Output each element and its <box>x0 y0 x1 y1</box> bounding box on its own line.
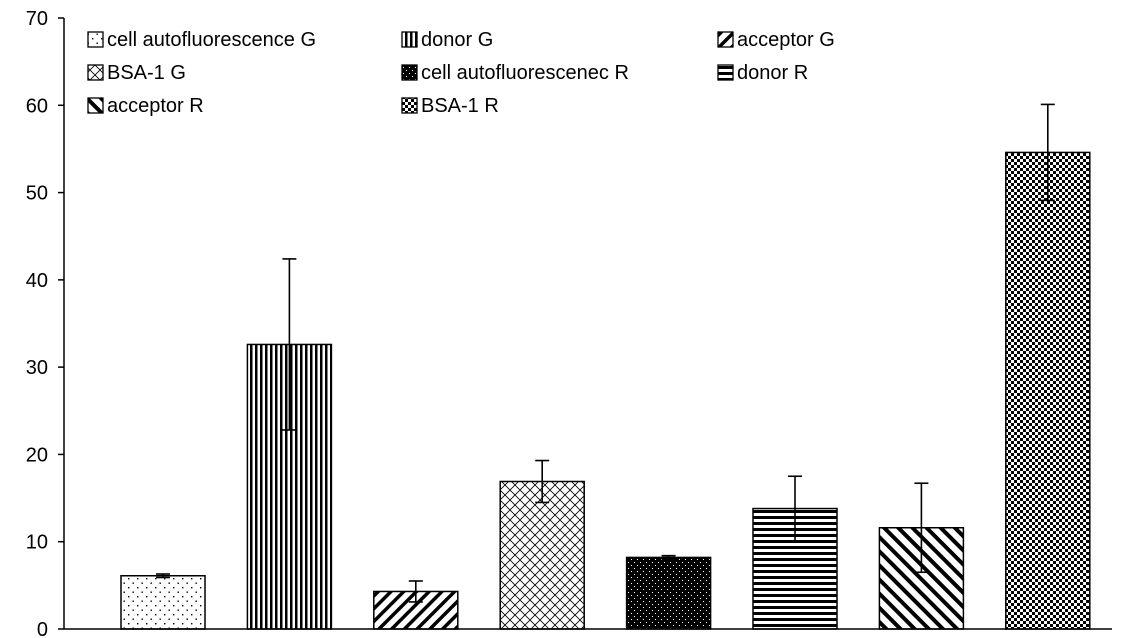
legend-swatch <box>401 64 418 81</box>
legend-label: cell autofluorescence G <box>107 29 316 51</box>
bar <box>499 480 585 630</box>
legend-swatch <box>87 64 104 81</box>
y-tick-label: 30 <box>26 357 48 379</box>
legend-swatch <box>717 31 734 48</box>
legend-swatch <box>87 97 104 114</box>
legend-swatch <box>87 31 104 48</box>
legend-label: BSA-1 G <box>107 62 186 84</box>
legend-swatch <box>401 31 418 48</box>
legend-label: acceptor G <box>737 29 835 51</box>
y-tick-label: 20 <box>26 444 48 466</box>
y-tick-label: 10 <box>26 532 48 554</box>
y-tick-label: 40 <box>26 270 48 292</box>
legend-swatch <box>401 97 418 114</box>
legend-label: donor R <box>737 62 808 84</box>
y-tick-label: 50 <box>26 183 48 205</box>
y-axis: 0 10 20 30 40 50 60 70 <box>26 8 65 638</box>
legend-label: acceptor R <box>107 95 204 117</box>
legend-swatch <box>717 64 734 81</box>
legend-label: cell autofluorescenec R <box>421 62 629 84</box>
legend-label: donor G <box>421 29 493 51</box>
y-tick-label: 60 <box>26 95 48 117</box>
y-tick-label: 70 <box>26 8 48 30</box>
y-tick-label: 0 <box>37 619 48 638</box>
bar <box>1005 151 1091 630</box>
bar <box>625 556 712 630</box>
bars-group <box>120 151 1091 630</box>
legend-label: BSA-1 R <box>421 95 499 117</box>
legend: cell autofluorescence G donor G acceptor G… <box>87 29 835 117</box>
error-bars-group <box>156 103 1055 603</box>
bar <box>120 575 206 630</box>
